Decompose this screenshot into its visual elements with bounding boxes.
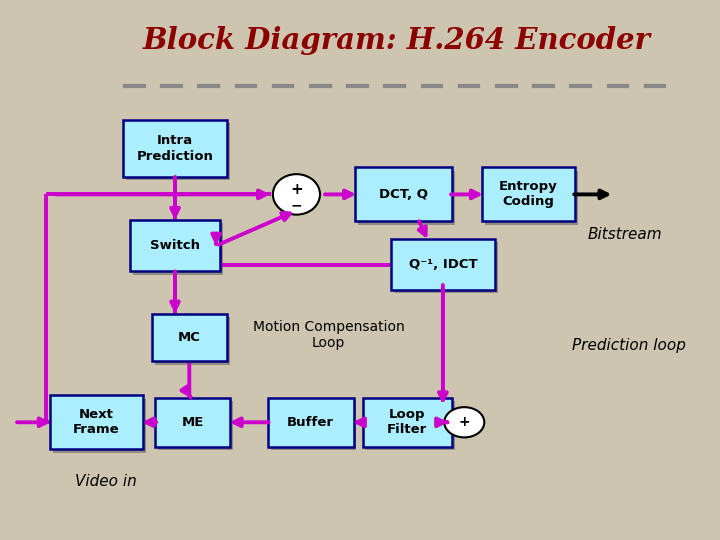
Text: Next
Frame: Next Frame (73, 408, 120, 436)
FancyBboxPatch shape (482, 167, 575, 221)
Ellipse shape (273, 174, 320, 214)
Text: Buffer: Buffer (287, 416, 334, 429)
Text: Switch: Switch (150, 239, 200, 252)
FancyBboxPatch shape (271, 401, 356, 450)
Text: Bitstream: Bitstream (588, 227, 662, 242)
FancyBboxPatch shape (123, 120, 227, 177)
Text: Block Diagram: H.264 Encoder: Block Diagram: H.264 Encoder (143, 26, 650, 55)
FancyBboxPatch shape (158, 401, 233, 450)
FancyBboxPatch shape (155, 317, 230, 364)
Text: Video in: Video in (75, 474, 137, 489)
FancyBboxPatch shape (359, 171, 454, 225)
FancyBboxPatch shape (53, 399, 145, 453)
FancyBboxPatch shape (485, 171, 578, 225)
FancyBboxPatch shape (365, 401, 454, 450)
Text: Entropy
Coding: Entropy Coding (499, 180, 558, 208)
Text: Loop
Filter: Loop Filter (387, 408, 427, 436)
FancyBboxPatch shape (50, 395, 143, 449)
FancyBboxPatch shape (394, 242, 498, 293)
FancyBboxPatch shape (126, 124, 230, 180)
Text: +: + (290, 182, 303, 197)
FancyBboxPatch shape (391, 239, 495, 291)
FancyBboxPatch shape (130, 220, 220, 271)
FancyBboxPatch shape (133, 223, 222, 274)
Text: −: − (291, 199, 302, 213)
Text: Prediction loop: Prediction loop (572, 338, 685, 353)
FancyBboxPatch shape (356, 167, 452, 221)
Text: DCT, Q: DCT, Q (379, 188, 428, 201)
FancyBboxPatch shape (362, 398, 452, 447)
Text: +: + (459, 415, 470, 429)
Text: ME: ME (181, 416, 204, 429)
Text: Q⁻¹, IDCT: Q⁻¹, IDCT (408, 258, 477, 271)
FancyBboxPatch shape (156, 398, 230, 447)
Text: Motion Compensation
Loop: Motion Compensation Loop (253, 320, 405, 350)
Circle shape (444, 407, 485, 437)
FancyBboxPatch shape (152, 314, 227, 361)
Text: Intra
Prediction: Intra Prediction (137, 134, 213, 163)
FancyBboxPatch shape (268, 398, 354, 447)
Text: MC: MC (178, 331, 201, 344)
